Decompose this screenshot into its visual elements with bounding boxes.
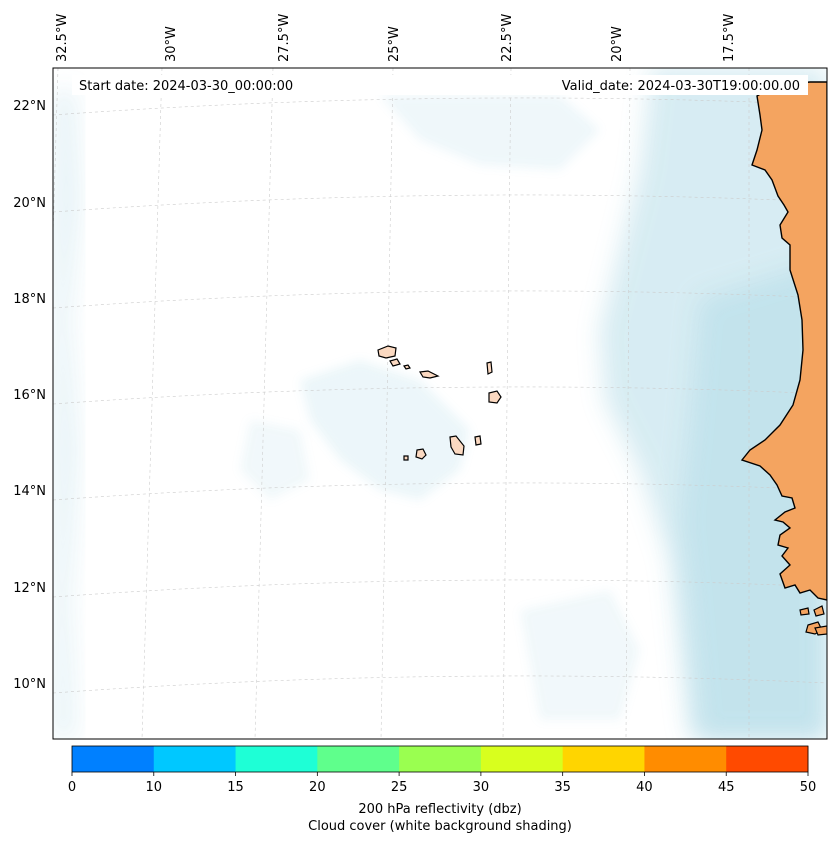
coast-fragment: [813, 605, 825, 617]
latitude-tick-label: 20°N: [13, 196, 46, 211]
colorbar-label-reflectivity: 200 hPa reflectivity (dbz): [358, 802, 521, 817]
colorbar-tick-label: 50: [800, 780, 817, 795]
longitude-tick-label: 20°W: [610, 26, 625, 62]
latitude-labels: 22°N 20°N 18°N 16°N 14°N 12°N 10°N: [13, 99, 46, 692]
colorbar-segment: [235, 746, 318, 772]
colorbar-tick-label: 45: [718, 780, 735, 795]
colorbar-tick-label: 15: [227, 780, 244, 795]
latitude-tick-label: 12°N: [13, 581, 46, 596]
colorbar-segment: [72, 746, 155, 772]
colorbar-tick-label: 30: [473, 780, 490, 795]
cape-verde-islands: [377, 345, 502, 461]
island-sao-nicolau: [419, 370, 440, 379]
parallel-line: [53, 97, 827, 116]
longitude-tick-label: 17.5°W: [722, 14, 737, 62]
info-box: [72, 75, 808, 95]
island-maio: [474, 435, 482, 446]
longitude-tick-label: 30°W: [164, 26, 179, 62]
island-sao-vicente: [389, 358, 401, 367]
graticule: [53, 68, 827, 739]
cloud-patch-west: [53, 90, 80, 739]
cloud-band-east-core: [680, 260, 827, 739]
meridian-line: [141, 68, 163, 739]
island-sal: [486, 361, 493, 375]
african-mainland: [740, 81, 827, 601]
latitude-tick-label: 10°N: [13, 677, 46, 692]
valid-date-label: Valid_date: 2024-03-30T19:00:00.00: [562, 79, 800, 94]
parallel-line: [53, 194, 827, 213]
coast-fragment: [814, 625, 827, 636]
parallel-line: [53, 482, 827, 501]
colorbar-segment: [726, 746, 809, 772]
colorbar-tick-label: 20: [309, 780, 326, 795]
longitude-labels: 32.5°W 30°W 27.5°W 25°W 22.5°W 20°W 17.5°W: [55, 14, 737, 62]
cloud-patch-north: [380, 95, 600, 170]
parallel-line: [53, 386, 827, 405]
longitude-tick-label: 27.5°W: [277, 14, 292, 62]
cloud-patch-center: [300, 360, 470, 500]
cloud-patch-southeast: [520, 590, 640, 720]
colorbar-segment: [644, 746, 727, 772]
parallel-line: [53, 675, 827, 694]
colorbar-segment: [153, 746, 237, 772]
colorbar-tick-label: 25: [391, 780, 408, 795]
island-boa-vista: [488, 390, 502, 404]
parallel-line: [53, 290, 827, 309]
latitude-tick-label: 16°N: [13, 388, 46, 403]
island-brava: [403, 455, 409, 461]
coast-fragment: [799, 607, 810, 616]
island-santa-luzia: [403, 364, 411, 370]
longitude-tick-label: 25°W: [387, 26, 402, 62]
latitude-tick-label: 18°N: [13, 292, 46, 307]
colorbar-segment: [562, 746, 645, 772]
colorbar-segment: [480, 746, 564, 772]
colorbar-frame: [71, 745, 809, 773]
meridian-line: [625, 68, 631, 739]
latitude-tick-label: 14°N: [13, 484, 46, 499]
colorbar-tick-label: 40: [636, 780, 653, 795]
island-santo-antao: [377, 345, 397, 359]
cloud-patch-southwest: [240, 420, 310, 500]
longitude-tick-label: 32.5°W: [55, 14, 70, 62]
parallel-line: [53, 579, 827, 598]
longitude-tick-label: 22.5°W: [500, 14, 515, 62]
island-santiago: [449, 435, 465, 456]
colorbar-tick-label: 35: [554, 780, 571, 795]
island-fogo: [415, 448, 427, 460]
colorbar-tick-label: 10: [146, 780, 163, 795]
map-frame: [52, 67, 828, 740]
colorbar-tick-label: 0: [68, 780, 76, 795]
start-date-label: Start date: 2024-03-30_00:00:00: [79, 79, 293, 94]
meridian-line: [502, 68, 512, 739]
colorbar-label-cloud: Cloud cover (white background shading): [308, 819, 572, 834]
colorbar: 0 10 15 20 25 30 35 40 45 50: [68, 745, 817, 795]
meridian-line: [380, 68, 394, 739]
meridian-line: [254, 68, 274, 739]
colorbar-segment: [317, 746, 400, 772]
latitude-tick-label: 22°N: [13, 99, 46, 114]
cloud-cover-shading: [53, 68, 827, 739]
colorbar-segment: [399, 746, 482, 772]
